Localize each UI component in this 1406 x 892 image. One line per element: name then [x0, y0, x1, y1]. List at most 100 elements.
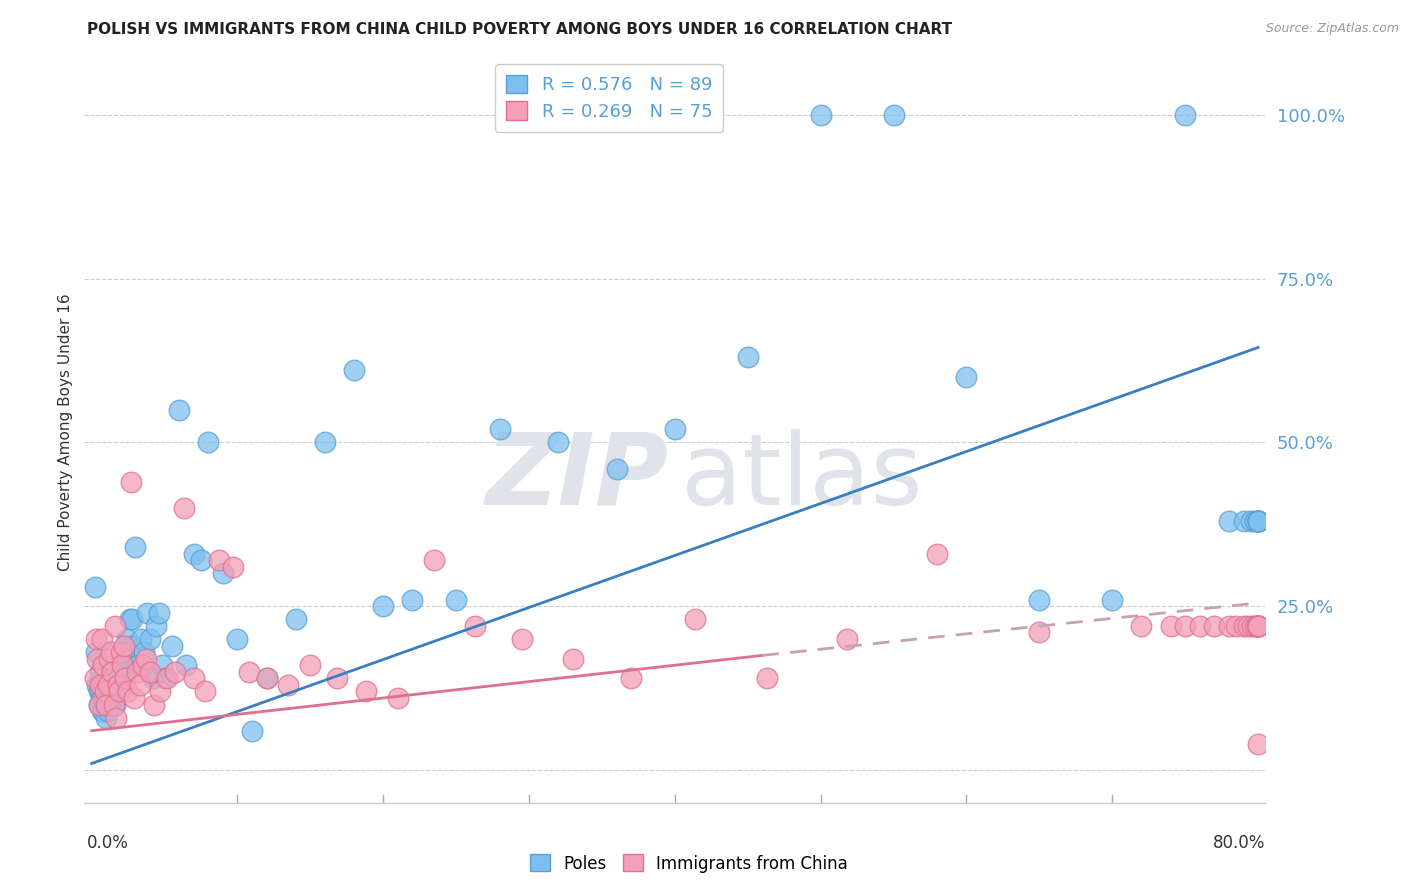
Point — [354, 684, 377, 698]
Text: POLISH VS IMMIGRANTS FROM CHINA CHILD POVERTY AMONG BOYS UNDER 16 CORRELATION CH: POLISH VS IMMIGRANTS FROM CHINA CHILD PO… — [87, 22, 952, 37]
Point — [111, 645, 134, 659]
Point — [104, 698, 127, 712]
Point — [96, 690, 118, 705]
Point — [183, 547, 205, 561]
Point — [87, 684, 110, 698]
Point — [685, 612, 707, 626]
Point — [240, 723, 263, 738]
Point — [89, 678, 111, 692]
Point — [112, 639, 135, 653]
Point — [1160, 619, 1182, 633]
Point — [103, 690, 125, 705]
Point — [101, 690, 124, 705]
Point — [120, 639, 142, 653]
Point — [1232, 619, 1254, 633]
Point — [150, 658, 173, 673]
Point — [1188, 619, 1211, 633]
Point — [1247, 619, 1270, 633]
Point — [97, 678, 120, 692]
Point — [737, 351, 759, 365]
Point — [87, 698, 110, 712]
Point — [115, 632, 138, 646]
Point — [256, 671, 278, 685]
Point — [256, 671, 278, 685]
Point — [86, 678, 108, 692]
Point — [1247, 619, 1270, 633]
Point — [98, 698, 121, 712]
Point — [136, 606, 159, 620]
Point — [139, 665, 162, 679]
Point — [1028, 592, 1050, 607]
Point — [101, 665, 124, 679]
Point — [664, 422, 686, 436]
Point — [190, 553, 212, 567]
Point — [238, 665, 260, 679]
Point — [1241, 619, 1264, 633]
Point — [104, 619, 127, 633]
Point — [117, 684, 139, 698]
Point — [149, 684, 172, 698]
Point — [112, 658, 135, 673]
Point — [1225, 619, 1247, 633]
Point — [143, 698, 166, 712]
Point — [314, 435, 336, 450]
Point — [1247, 514, 1270, 528]
Text: 0.0%: 0.0% — [87, 834, 129, 852]
Point — [163, 665, 186, 679]
Point — [110, 658, 132, 673]
Point — [883, 108, 905, 122]
Point — [98, 651, 121, 665]
Point — [444, 592, 467, 607]
Point — [1130, 619, 1153, 633]
Point — [755, 671, 778, 685]
Point — [90, 632, 112, 646]
Point — [108, 684, 131, 698]
Point — [84, 645, 107, 659]
Point — [1244, 619, 1267, 633]
Point — [108, 671, 131, 685]
Point — [183, 671, 205, 685]
Point — [118, 612, 141, 626]
Point — [160, 639, 183, 653]
Point — [114, 671, 136, 685]
Point — [835, 632, 858, 646]
Point — [810, 108, 832, 122]
Point — [284, 612, 307, 626]
Point — [83, 671, 105, 685]
Point — [1028, 625, 1050, 640]
Point — [96, 711, 118, 725]
Point — [97, 684, 120, 698]
Point — [620, 671, 643, 685]
Point — [83, 580, 105, 594]
Point — [1247, 619, 1270, 633]
Point — [176, 658, 198, 673]
Point — [105, 711, 128, 725]
Point — [94, 684, 117, 698]
Point — [97, 704, 120, 718]
Point — [1247, 514, 1270, 528]
Point — [91, 678, 114, 692]
Point — [90, 704, 112, 718]
Point — [1218, 514, 1240, 528]
Point — [197, 435, 219, 450]
Point — [207, 553, 229, 567]
Point — [105, 671, 128, 685]
Point — [173, 500, 195, 515]
Point — [91, 658, 114, 673]
Point — [124, 541, 146, 555]
Point — [167, 402, 190, 417]
Point — [226, 632, 249, 646]
Point — [103, 671, 125, 685]
Point — [128, 678, 150, 692]
Point — [131, 658, 153, 673]
Point — [114, 671, 136, 685]
Point — [343, 363, 366, 377]
Point — [100, 684, 122, 698]
Point — [299, 658, 322, 673]
Point — [145, 619, 167, 633]
Point — [1244, 514, 1267, 528]
Point — [100, 671, 122, 685]
Point — [401, 592, 423, 607]
Point — [927, 547, 949, 561]
Point — [96, 698, 118, 712]
